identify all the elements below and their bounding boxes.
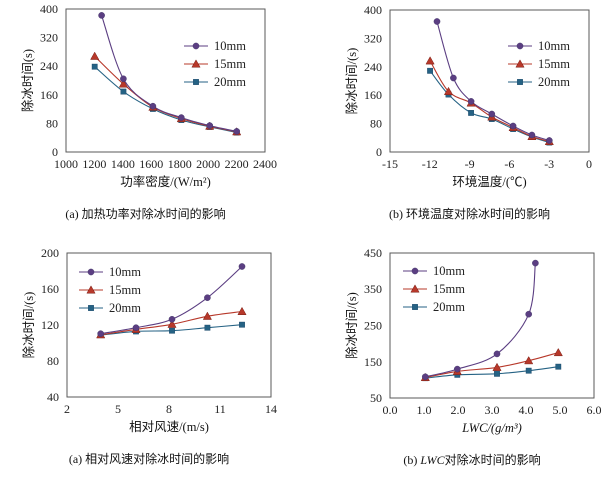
svg-text:200: 200 bbox=[41, 246, 59, 260]
svg-text:160: 160 bbox=[40, 88, 58, 102]
svg-text:4.0: 4.0 bbox=[519, 403, 534, 417]
svg-text:450: 450 bbox=[364, 246, 382, 260]
svg-text:除冰时间(s): 除冰时间(s) bbox=[20, 49, 35, 112]
svg-text:240: 240 bbox=[40, 59, 58, 73]
svg-text:20mm: 20mm bbox=[538, 75, 570, 89]
svg-text:(a) 加热功率对除冰时间的影响: (a) 加热功率对除冰时间的影响 bbox=[65, 206, 225, 221]
svg-text:1600: 1600 bbox=[139, 157, 163, 171]
svg-text:15mm: 15mm bbox=[433, 282, 465, 296]
svg-text:(b) 环境温度对除冰时间的影响: (b) 环境温度对除冰时间的影响 bbox=[389, 206, 550, 221]
svg-text:350: 350 bbox=[364, 282, 382, 296]
svg-text:15mm: 15mm bbox=[538, 57, 570, 71]
svg-text:-9: -9 bbox=[465, 157, 475, 171]
svg-text:5: 5 bbox=[115, 402, 121, 416]
svg-text:(a) 相对风速对除冰时间的影响: (a) 相对风速对除冰时间的影响 bbox=[69, 451, 229, 466]
svg-text:1800: 1800 bbox=[168, 157, 192, 171]
svg-text:0: 0 bbox=[586, 157, 592, 171]
svg-text:2200: 2200 bbox=[225, 157, 249, 171]
svg-text:80: 80 bbox=[370, 117, 382, 131]
svg-text:20mm: 20mm bbox=[109, 301, 141, 315]
svg-text:LWC/(g/m³): LWC/(g/m³) bbox=[461, 421, 522, 435]
svg-text:1000: 1000 bbox=[54, 157, 78, 171]
svg-text:1400: 1400 bbox=[111, 157, 135, 171]
svg-text:(b) LWC对除冰时间的影响: (b) LWC对除冰时间的影响 bbox=[403, 452, 540, 467]
svg-text:2: 2 bbox=[64, 402, 70, 416]
svg-text:除冰时间/(s): 除冰时间/(s) bbox=[344, 48, 359, 115]
svg-text:除冰时间/(s): 除冰时间/(s) bbox=[344, 292, 359, 359]
svg-text:160: 160 bbox=[41, 282, 59, 296]
svg-text:6.0: 6.0 bbox=[587, 403, 602, 417]
svg-text:功率密度/(W/m²): 功率密度/(W/m²) bbox=[120, 174, 211, 189]
svg-text:-12: -12 bbox=[422, 157, 438, 171]
svg-text:3.0: 3.0 bbox=[485, 403, 500, 417]
svg-text:除冰时间/(s): 除冰时间/(s) bbox=[21, 292, 36, 359]
svg-text:120: 120 bbox=[41, 318, 59, 332]
svg-text:15mm: 15mm bbox=[214, 57, 246, 71]
svg-text:11: 11 bbox=[214, 402, 226, 416]
svg-text:80: 80 bbox=[47, 354, 59, 368]
svg-text:250: 250 bbox=[364, 319, 382, 333]
svg-text:10mm: 10mm bbox=[538, 39, 570, 53]
svg-text:10mm: 10mm bbox=[109, 265, 141, 279]
svg-text:50: 50 bbox=[370, 391, 382, 405]
svg-text:相对风速/(m/s): 相对风速/(m/s) bbox=[129, 420, 209, 434]
svg-text:320: 320 bbox=[364, 31, 382, 45]
svg-text:10mm: 10mm bbox=[214, 39, 246, 53]
svg-text:-3: -3 bbox=[544, 157, 554, 171]
svg-text:1200: 1200 bbox=[82, 157, 106, 171]
svg-text:5.0: 5.0 bbox=[553, 403, 568, 417]
svg-text:2000: 2000 bbox=[196, 157, 220, 171]
svg-text:8: 8 bbox=[166, 402, 172, 416]
svg-text:2400: 2400 bbox=[253, 157, 277, 171]
svg-text:400: 400 bbox=[364, 3, 382, 17]
svg-text:1.0: 1.0 bbox=[417, 403, 432, 417]
svg-text:14: 14 bbox=[265, 402, 277, 416]
svg-text:80: 80 bbox=[46, 116, 58, 130]
svg-text:20mm: 20mm bbox=[214, 75, 246, 89]
svg-text:0.0: 0.0 bbox=[383, 403, 398, 417]
svg-text:环境温度/(℃): 环境温度/(℃) bbox=[452, 174, 526, 189]
svg-text:20mm: 20mm bbox=[433, 300, 465, 314]
svg-text:320: 320 bbox=[40, 31, 58, 45]
svg-text:2.0: 2.0 bbox=[451, 403, 466, 417]
svg-text:150: 150 bbox=[364, 355, 382, 369]
svg-text:10mm: 10mm bbox=[433, 264, 465, 278]
svg-text:240: 240 bbox=[364, 60, 382, 74]
svg-text:-15: -15 bbox=[382, 157, 398, 171]
svg-text:400: 400 bbox=[40, 2, 58, 16]
svg-text:15mm: 15mm bbox=[109, 283, 141, 297]
svg-text:160: 160 bbox=[364, 88, 382, 102]
svg-text:-6: -6 bbox=[504, 157, 514, 171]
svg-text:40: 40 bbox=[47, 390, 59, 404]
